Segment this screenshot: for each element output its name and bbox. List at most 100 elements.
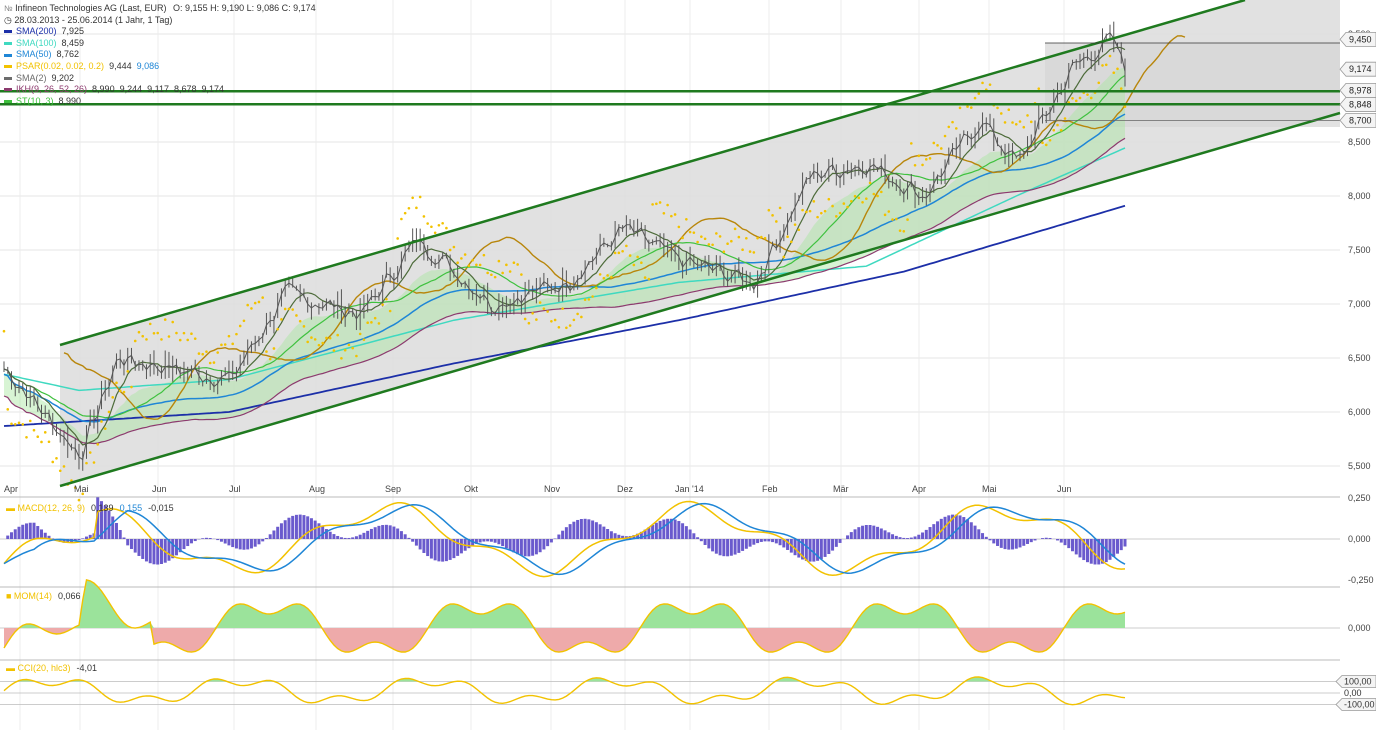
macd-hist-bar <box>444 539 448 562</box>
macd-hist-bar <box>362 532 366 539</box>
macd-hist-bar <box>43 532 47 539</box>
macd-hist-bar <box>771 539 775 543</box>
psar-dot <box>280 318 283 321</box>
macd-hist-bar <box>448 539 452 560</box>
macd-hist-bar <box>1003 539 1007 550</box>
psar-dot <box>902 230 906 233</box>
psar-dot <box>351 346 354 350</box>
psar-dot <box>977 92 981 95</box>
psar-dot <box>283 307 287 311</box>
psar-dot <box>722 250 726 254</box>
psar-dot <box>445 226 448 230</box>
macd-hist-bar <box>189 539 193 544</box>
macd-hist-bar <box>894 535 898 539</box>
psar-dot <box>730 239 733 243</box>
macd-hist-bar <box>568 524 572 539</box>
macd-hist-bar <box>257 539 261 545</box>
macd-hist-bar <box>943 516 947 539</box>
psar-dot <box>681 236 684 240</box>
psar-dot <box>767 208 771 212</box>
macd-hist-bar <box>366 530 370 539</box>
macd-hist-bar <box>756 539 760 544</box>
macd-hist-bar <box>733 539 737 555</box>
macd-hist-bar <box>947 515 951 539</box>
time-axis-label: Jul <box>229 484 241 494</box>
mom-negative-area <box>4 628 1125 653</box>
macd-line <box>3 500 1126 578</box>
macd-hist-bar <box>482 539 486 542</box>
macd-hist-bar <box>1101 539 1105 564</box>
psar-dot <box>700 235 703 238</box>
psar-dot <box>403 211 407 215</box>
macd-hist-value: -0,015 <box>148 503 174 513</box>
time-axis-label: Mai <box>982 484 997 494</box>
psar-dot <box>242 319 246 323</box>
psar-dot <box>28 419 32 423</box>
macd-hist-bar <box>711 539 715 552</box>
psar-dot <box>231 342 234 346</box>
psar-dot <box>452 245 456 249</box>
macd-hist-bar <box>639 531 643 539</box>
macd-hist-bar <box>21 524 25 539</box>
price-label-text: 9,450 <box>1349 34 1372 44</box>
price-tick-label: 5,500 <box>1348 461 1371 471</box>
macd-hist-bar <box>531 539 535 556</box>
macd-hist-bar <box>722 539 726 557</box>
psar-dot <box>808 209 812 213</box>
psar-dot <box>85 461 88 465</box>
psar-dot <box>471 258 474 262</box>
psar-dot <box>366 321 369 325</box>
psar-dot <box>647 277 651 281</box>
legend-swatch <box>4 65 12 69</box>
macd-hist-bar <box>186 539 190 547</box>
macd-hist-bar <box>291 515 295 539</box>
macd-hist-bar <box>981 533 985 539</box>
cci-label-box <box>1335 698 1376 711</box>
macd-hist-bar <box>193 539 197 542</box>
macd-hist-bar <box>32 522 36 539</box>
macd-hist-bar <box>111 516 115 539</box>
macd-hist-bar <box>426 539 430 557</box>
macd-hist-bar <box>666 518 670 539</box>
macd-hist-bar <box>752 539 756 545</box>
legend-swatch <box>4 99 12 103</box>
time-axis-label: Sep <box>385 484 401 494</box>
macd-hist-bar <box>36 526 40 539</box>
psar-dot <box>636 255 639 259</box>
psar-dot <box>426 222 429 225</box>
psar-dot <box>358 332 362 336</box>
psar-dot <box>752 251 756 254</box>
psar-dot <box>197 352 201 355</box>
psar-dot <box>463 253 467 256</box>
macd-hist-bar <box>763 539 767 542</box>
legend-indicator-value: 9,086 <box>136 60 160 71</box>
macd-hist-bar <box>411 539 415 542</box>
macd-hist-bar <box>823 539 827 557</box>
time-axis-label: Apr <box>4 484 18 494</box>
macd-hist-bar <box>613 533 617 539</box>
macd-hist-bar <box>456 539 460 556</box>
psar-dot <box>913 163 917 167</box>
macd-hist-bar <box>1029 539 1033 543</box>
psar-dot <box>602 276 606 280</box>
time-axis-label: Aug <box>309 484 325 494</box>
psar-dot <box>482 253 486 257</box>
macd-hist-bar <box>1014 539 1018 549</box>
psar-dot <box>1014 123 1018 126</box>
macd-hist-bar <box>726 539 730 557</box>
psar-dot <box>332 349 336 352</box>
macd-hist-bar <box>24 523 28 539</box>
psar-dot <box>201 352 205 356</box>
psar-dot <box>816 215 819 219</box>
mom-line <box>3 579 1126 653</box>
macd-hist-bar <box>283 520 287 539</box>
macd-hist-bar <box>321 526 325 539</box>
sma2-line <box>3 31 1126 461</box>
psar-dot <box>745 236 748 240</box>
price-label-box <box>1339 113 1376 128</box>
macd-hist-bar <box>339 537 343 539</box>
psar-dot <box>1112 71 1116 75</box>
psar-dot <box>55 456 58 460</box>
psar-dot <box>538 301 542 304</box>
